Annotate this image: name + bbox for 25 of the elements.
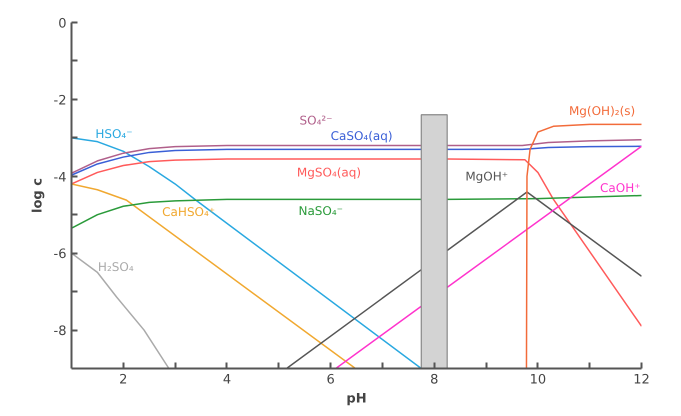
y-tick-label: 0 (58, 16, 67, 32)
x-tick-label: 2 (119, 372, 128, 388)
line-series (72, 252, 170, 368)
series-label: CaSO₄(aq) (330, 128, 393, 143)
series-label: NaSO₄⁻ (298, 204, 344, 218)
x-axis-title: pH (346, 392, 367, 406)
series-label: HSO₄⁻ (95, 126, 133, 141)
line-series (72, 183, 356, 368)
x-tick-label: 6 (326, 372, 335, 388)
x-tick-label: 12 (633, 372, 650, 388)
series-label: MgSO₄(aq) (296, 165, 362, 180)
series-label: Mg(OH)₂(s) (568, 104, 636, 118)
y-tick-label: -4 (54, 170, 67, 186)
series-label: SO₄²⁻ (300, 114, 333, 128)
x-tick-label: 10 (530, 372, 546, 388)
series-label: CaOH⁺ (600, 180, 641, 195)
x-tick-label: 8 (430, 372, 438, 388)
y-tick-label: -6 (54, 247, 67, 262)
series-label: H₂SO₄ (98, 260, 134, 274)
y-tick-label: -2 (54, 93, 67, 108)
y-axis-title: log c (30, 178, 46, 213)
series-label: MgOH⁺ (465, 169, 508, 184)
line-series (526, 124, 642, 368)
y-tick-label: -8 (54, 324, 67, 340)
x-tick-label: 4 (222, 372, 232, 388)
